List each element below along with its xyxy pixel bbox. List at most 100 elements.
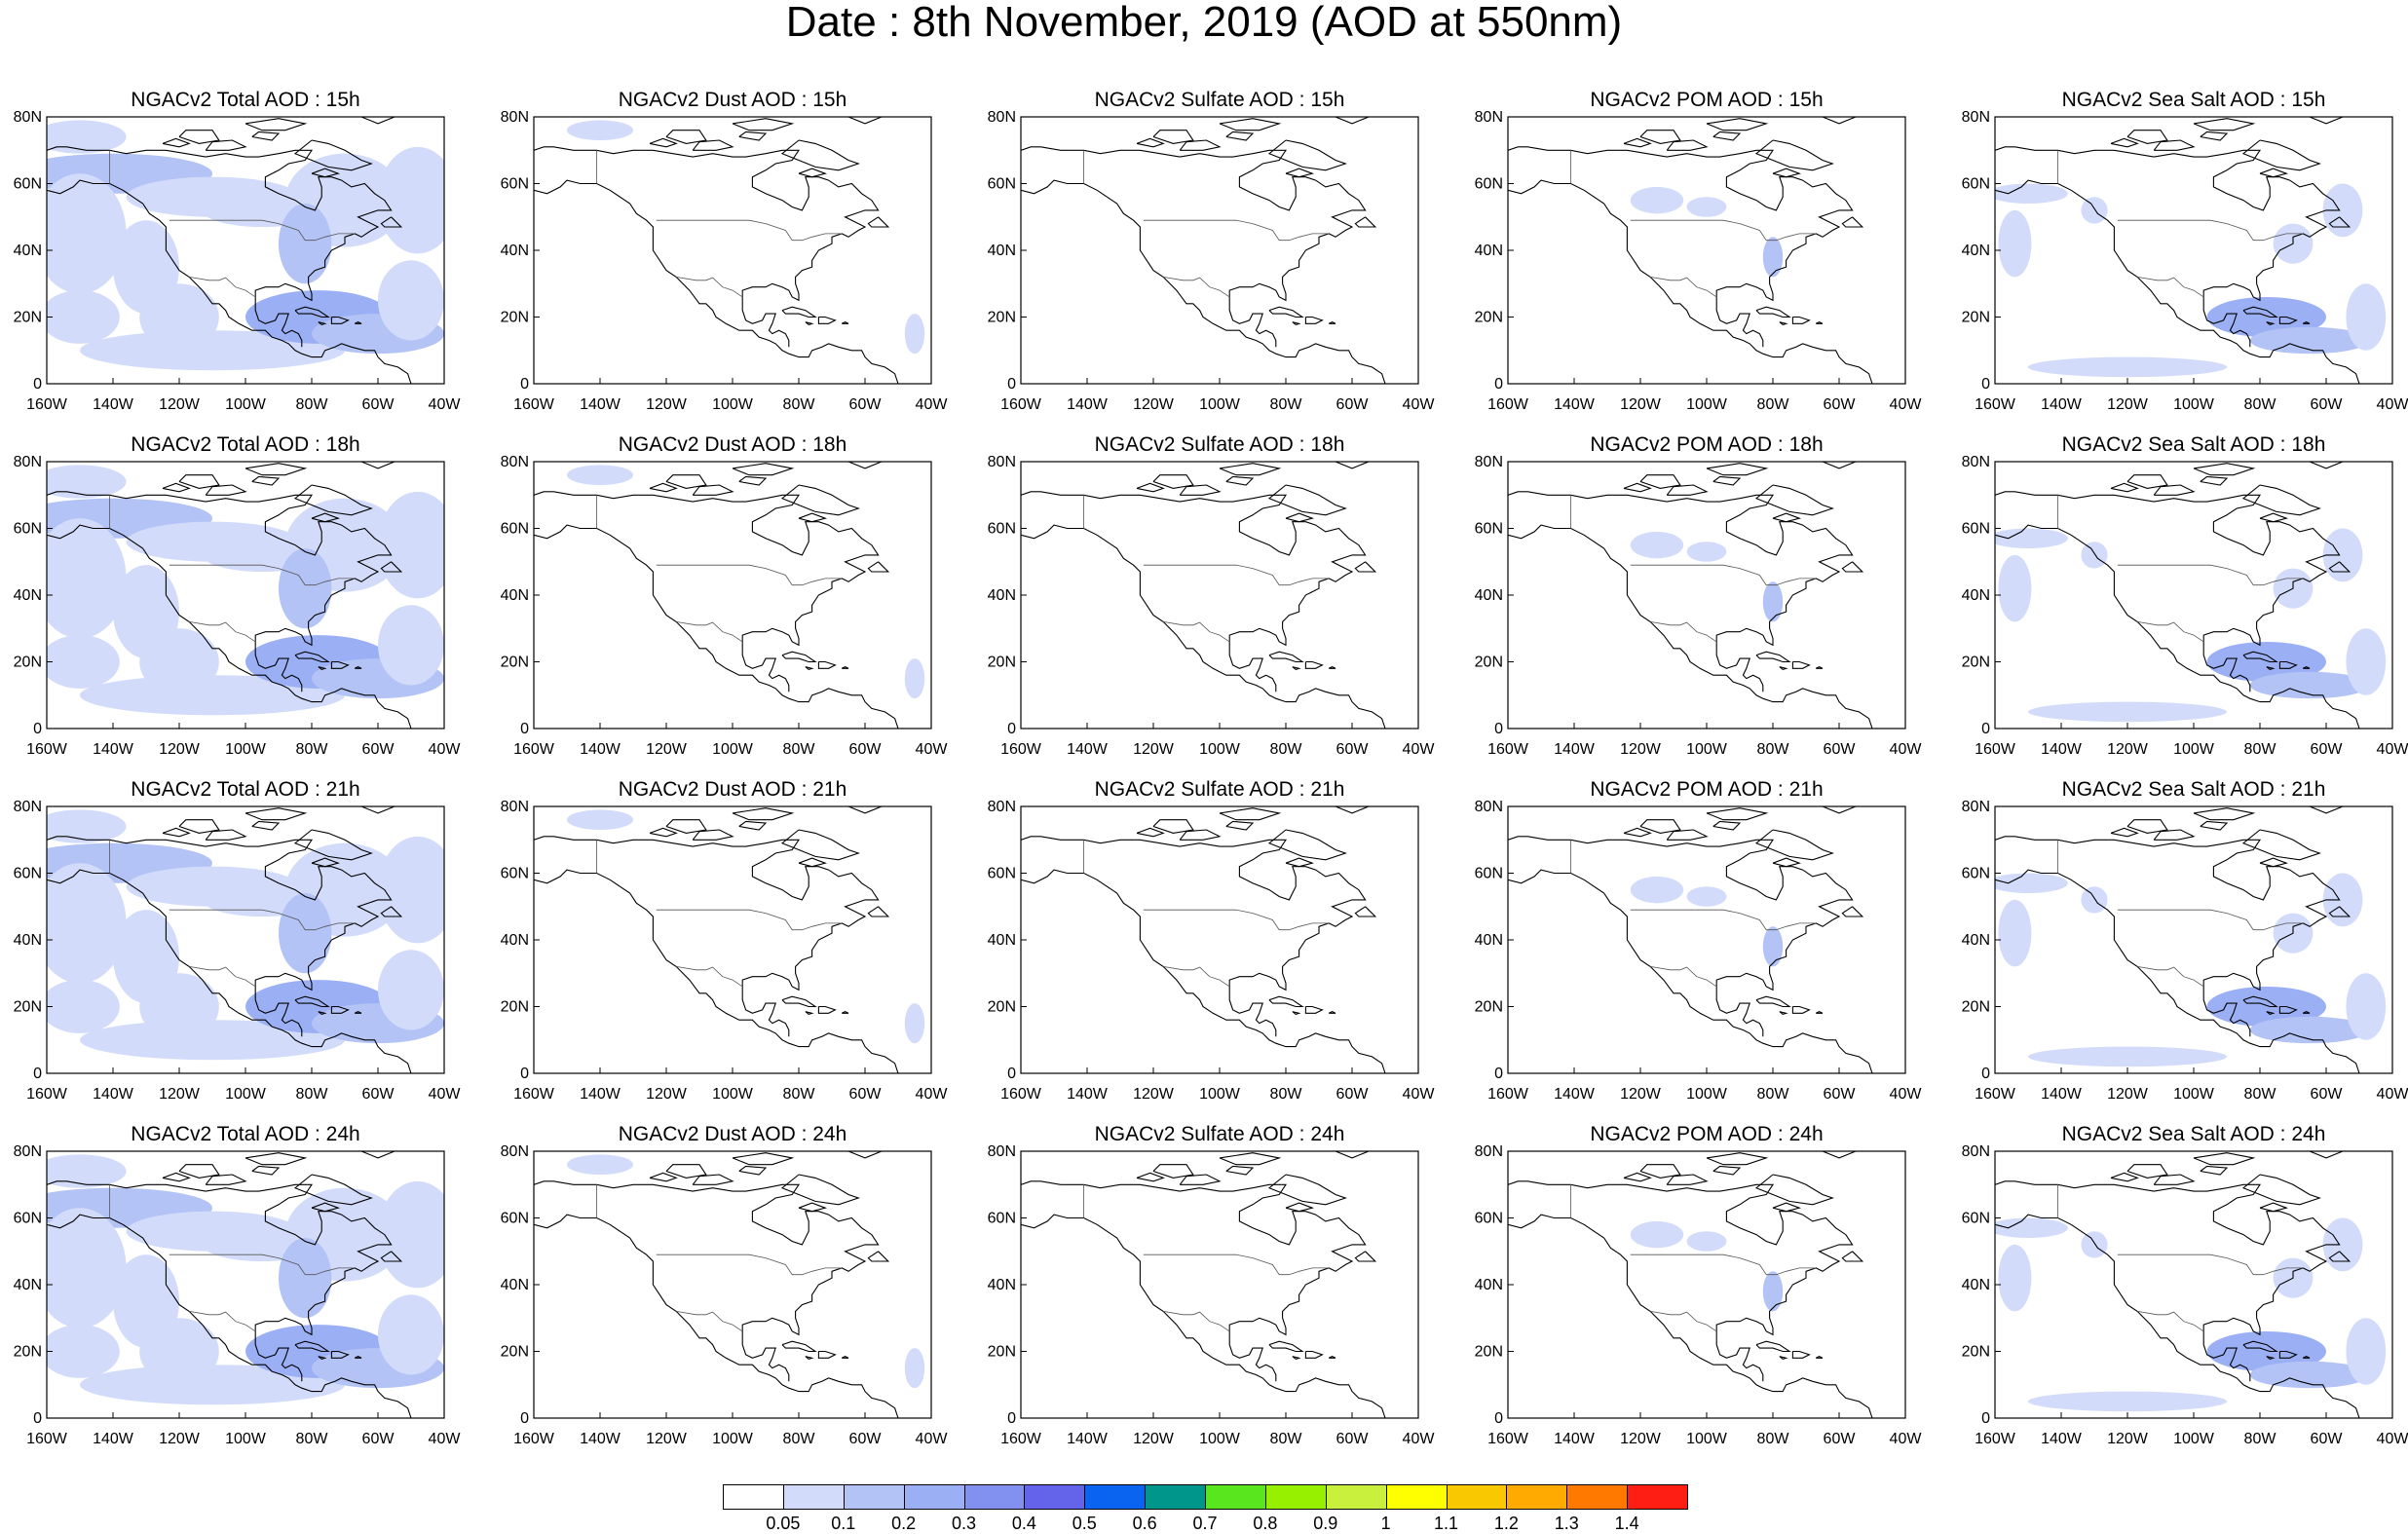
coastline [1995,146,2341,302]
lon-tick-label: 40W [916,741,949,758]
country-border [1143,219,1330,242]
panel-title: NGACv2 Dust AOD : 21h [618,778,847,801]
coastline [1136,827,1165,838]
country-border [189,277,256,298]
coastline [732,463,795,476]
coastline [1995,179,2360,384]
lat-tick-label: 60N [1962,1211,1990,1227]
coastline [1623,827,1652,838]
coastline [205,139,247,151]
aod-map: 160W 140W 120W 100W 80W 60W 40W 0 20N 40N 60N 80N [501,109,949,413]
coastline [1136,137,1165,148]
coastline [1706,807,1769,821]
lon-tick-label: 140W [2041,1086,2083,1103]
lon-tick-label: 40W [2377,1431,2408,1447]
coastline [2242,995,2278,1008]
coastline [1268,651,1304,663]
aod-shading [139,1318,219,1385]
coastline [2259,168,2289,178]
lon-tick-label: 80W [783,1431,816,1447]
coastline [1508,836,1854,991]
coastline [1228,641,1277,692]
coastline [318,1356,327,1361]
country-border [676,966,743,988]
coastline [1152,474,1194,489]
lon-tick-label: 40W [1403,396,1436,413]
coastline [1715,986,1764,1037]
coastline [47,179,412,384]
map-panel-dust: NGACv2 Dust AOD : 21h 160W 140W 120W 100W 80W… [501,777,1021,1108]
coastline [1791,1005,1811,1014]
lat-tick-label: 0 [1494,1410,1503,1427]
coastline [738,1165,768,1176]
lon-tick-label: 80W [296,741,329,758]
aod-shading [279,1238,332,1319]
coastline [1225,475,1255,486]
coastline [205,484,247,496]
coastline [780,829,860,861]
coastline [1021,524,1386,729]
coastline [1791,660,1811,669]
coastline [330,660,350,669]
coastline [1179,1174,1222,1185]
lat-tick-label: 80N [1962,1143,1990,1160]
lon-tick-label: 80W [296,1086,329,1103]
coastline [1772,1202,1802,1213]
coastline [330,316,350,324]
coastline [1995,869,2360,1073]
lon-tick-label: 100W [1686,741,1728,758]
lon-tick-label: 120W [646,1431,688,1447]
coastline [1285,857,1315,868]
lon-tick-label: 160W [1975,741,2016,758]
coastline [1225,131,1255,141]
aod-shading [80,330,345,371]
colorbar-label: 1.3 [1554,1514,1579,1533]
coastline [1508,179,1873,384]
aod-shading [2322,1217,2363,1272]
coastline [805,1011,814,1016]
lat-tick-label: 0 [520,721,529,737]
lon-tick-label: 160W [513,741,555,758]
lat-tick-label: 0 [33,721,42,737]
aod-shading [2346,283,2387,351]
aod-shading [47,1208,127,1328]
panel-title: NGACv2 Dust AOD : 15h [618,89,847,111]
coastline [780,1174,860,1206]
coastline [2241,139,2321,171]
lon-tick-label: 120W [1620,1086,1662,1103]
map-panel-sulfate: NGACv2 Sulfate AOD : 24h 160W 140W 120W 100W… [988,1122,1508,1453]
coastline [1995,524,2360,729]
lon-tick-label: 40W [429,1086,462,1103]
coastline [2110,137,2139,148]
country-border [2137,621,2204,643]
coastline [1712,131,1742,141]
lon-tick-label: 140W [93,396,134,413]
coastline [2202,641,2251,692]
coastline [354,1010,362,1014]
lon-tick-label: 100W [1686,1431,1728,1447]
lon-tick-label: 60W [1336,396,1370,413]
lat-tick-label: 80N [1475,454,1503,470]
country-border [1630,219,1817,242]
lon-tick-label: 140W [580,1086,621,1103]
coastline [781,995,817,1008]
lon-tick-label: 60W [1336,1086,1370,1103]
coastline [293,139,373,171]
aod-shading [1762,237,1784,278]
country-border [1630,564,1817,586]
coastline [2309,117,2344,125]
colorbar-swatch [903,1484,965,1510]
aod-shading [47,635,120,689]
coastline [805,321,814,326]
coastline [692,139,734,151]
coastline [1179,139,1222,151]
coastline [2309,1151,2344,1159]
coastline [318,666,327,671]
lat-tick-label: 40N [988,587,1016,604]
coastline [649,137,678,148]
colorbar-swatch [782,1484,845,1510]
aod-map: 160W 140W 120W 100W 80W 60W 40W 0 20N 40N 60N 80N [1475,1143,1923,1447]
country-border [189,1311,256,1332]
coastline [738,131,768,141]
lon-tick-label: 60W [2311,396,2344,413]
